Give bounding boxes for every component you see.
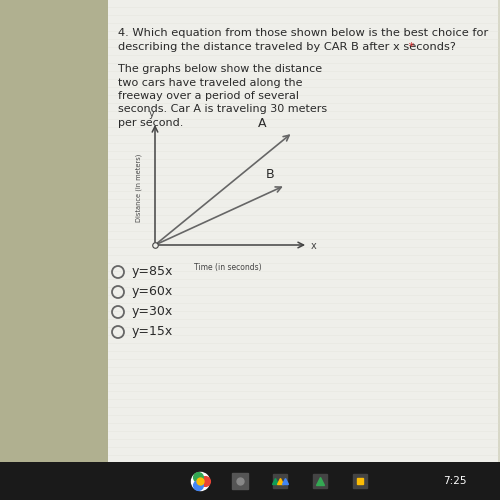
- Text: freeway over a period of several: freeway over a period of several: [118, 91, 299, 101]
- Text: The graphs below show the distance: The graphs below show the distance: [118, 64, 322, 74]
- Text: Distance (in meters): Distance (in meters): [136, 154, 142, 222]
- Text: B: B: [266, 168, 274, 181]
- Text: y=85x: y=85x: [132, 266, 173, 278]
- Text: y: y: [149, 109, 155, 119]
- Text: y=30x: y=30x: [132, 306, 173, 318]
- FancyBboxPatch shape: [108, 0, 498, 462]
- Bar: [0, 0, 108, 462]
- Text: y=60x: y=60x: [132, 286, 173, 298]
- Text: 4. Which equation from those shown below is the best choice for: 4. Which equation from those shown below…: [118, 28, 488, 38]
- Text: *: *: [405, 42, 414, 52]
- Text: seconds. Car A is traveling 30 meters: seconds. Car A is traveling 30 meters: [118, 104, 327, 115]
- Text: two cars have traveled along the: two cars have traveled along the: [118, 78, 302, 88]
- Text: y=15x: y=15x: [132, 326, 173, 338]
- Text: describing the distance traveled by CAR B after x seconds?: describing the distance traveled by CAR …: [118, 42, 456, 52]
- Bar: [0, 462, 500, 500]
- Text: A: A: [258, 118, 266, 130]
- Text: per second.: per second.: [118, 118, 184, 128]
- Text: 7:25: 7:25: [444, 476, 467, 486]
- Text: Time (in seconds): Time (in seconds): [194, 263, 262, 272]
- Text: x: x: [311, 241, 317, 251]
